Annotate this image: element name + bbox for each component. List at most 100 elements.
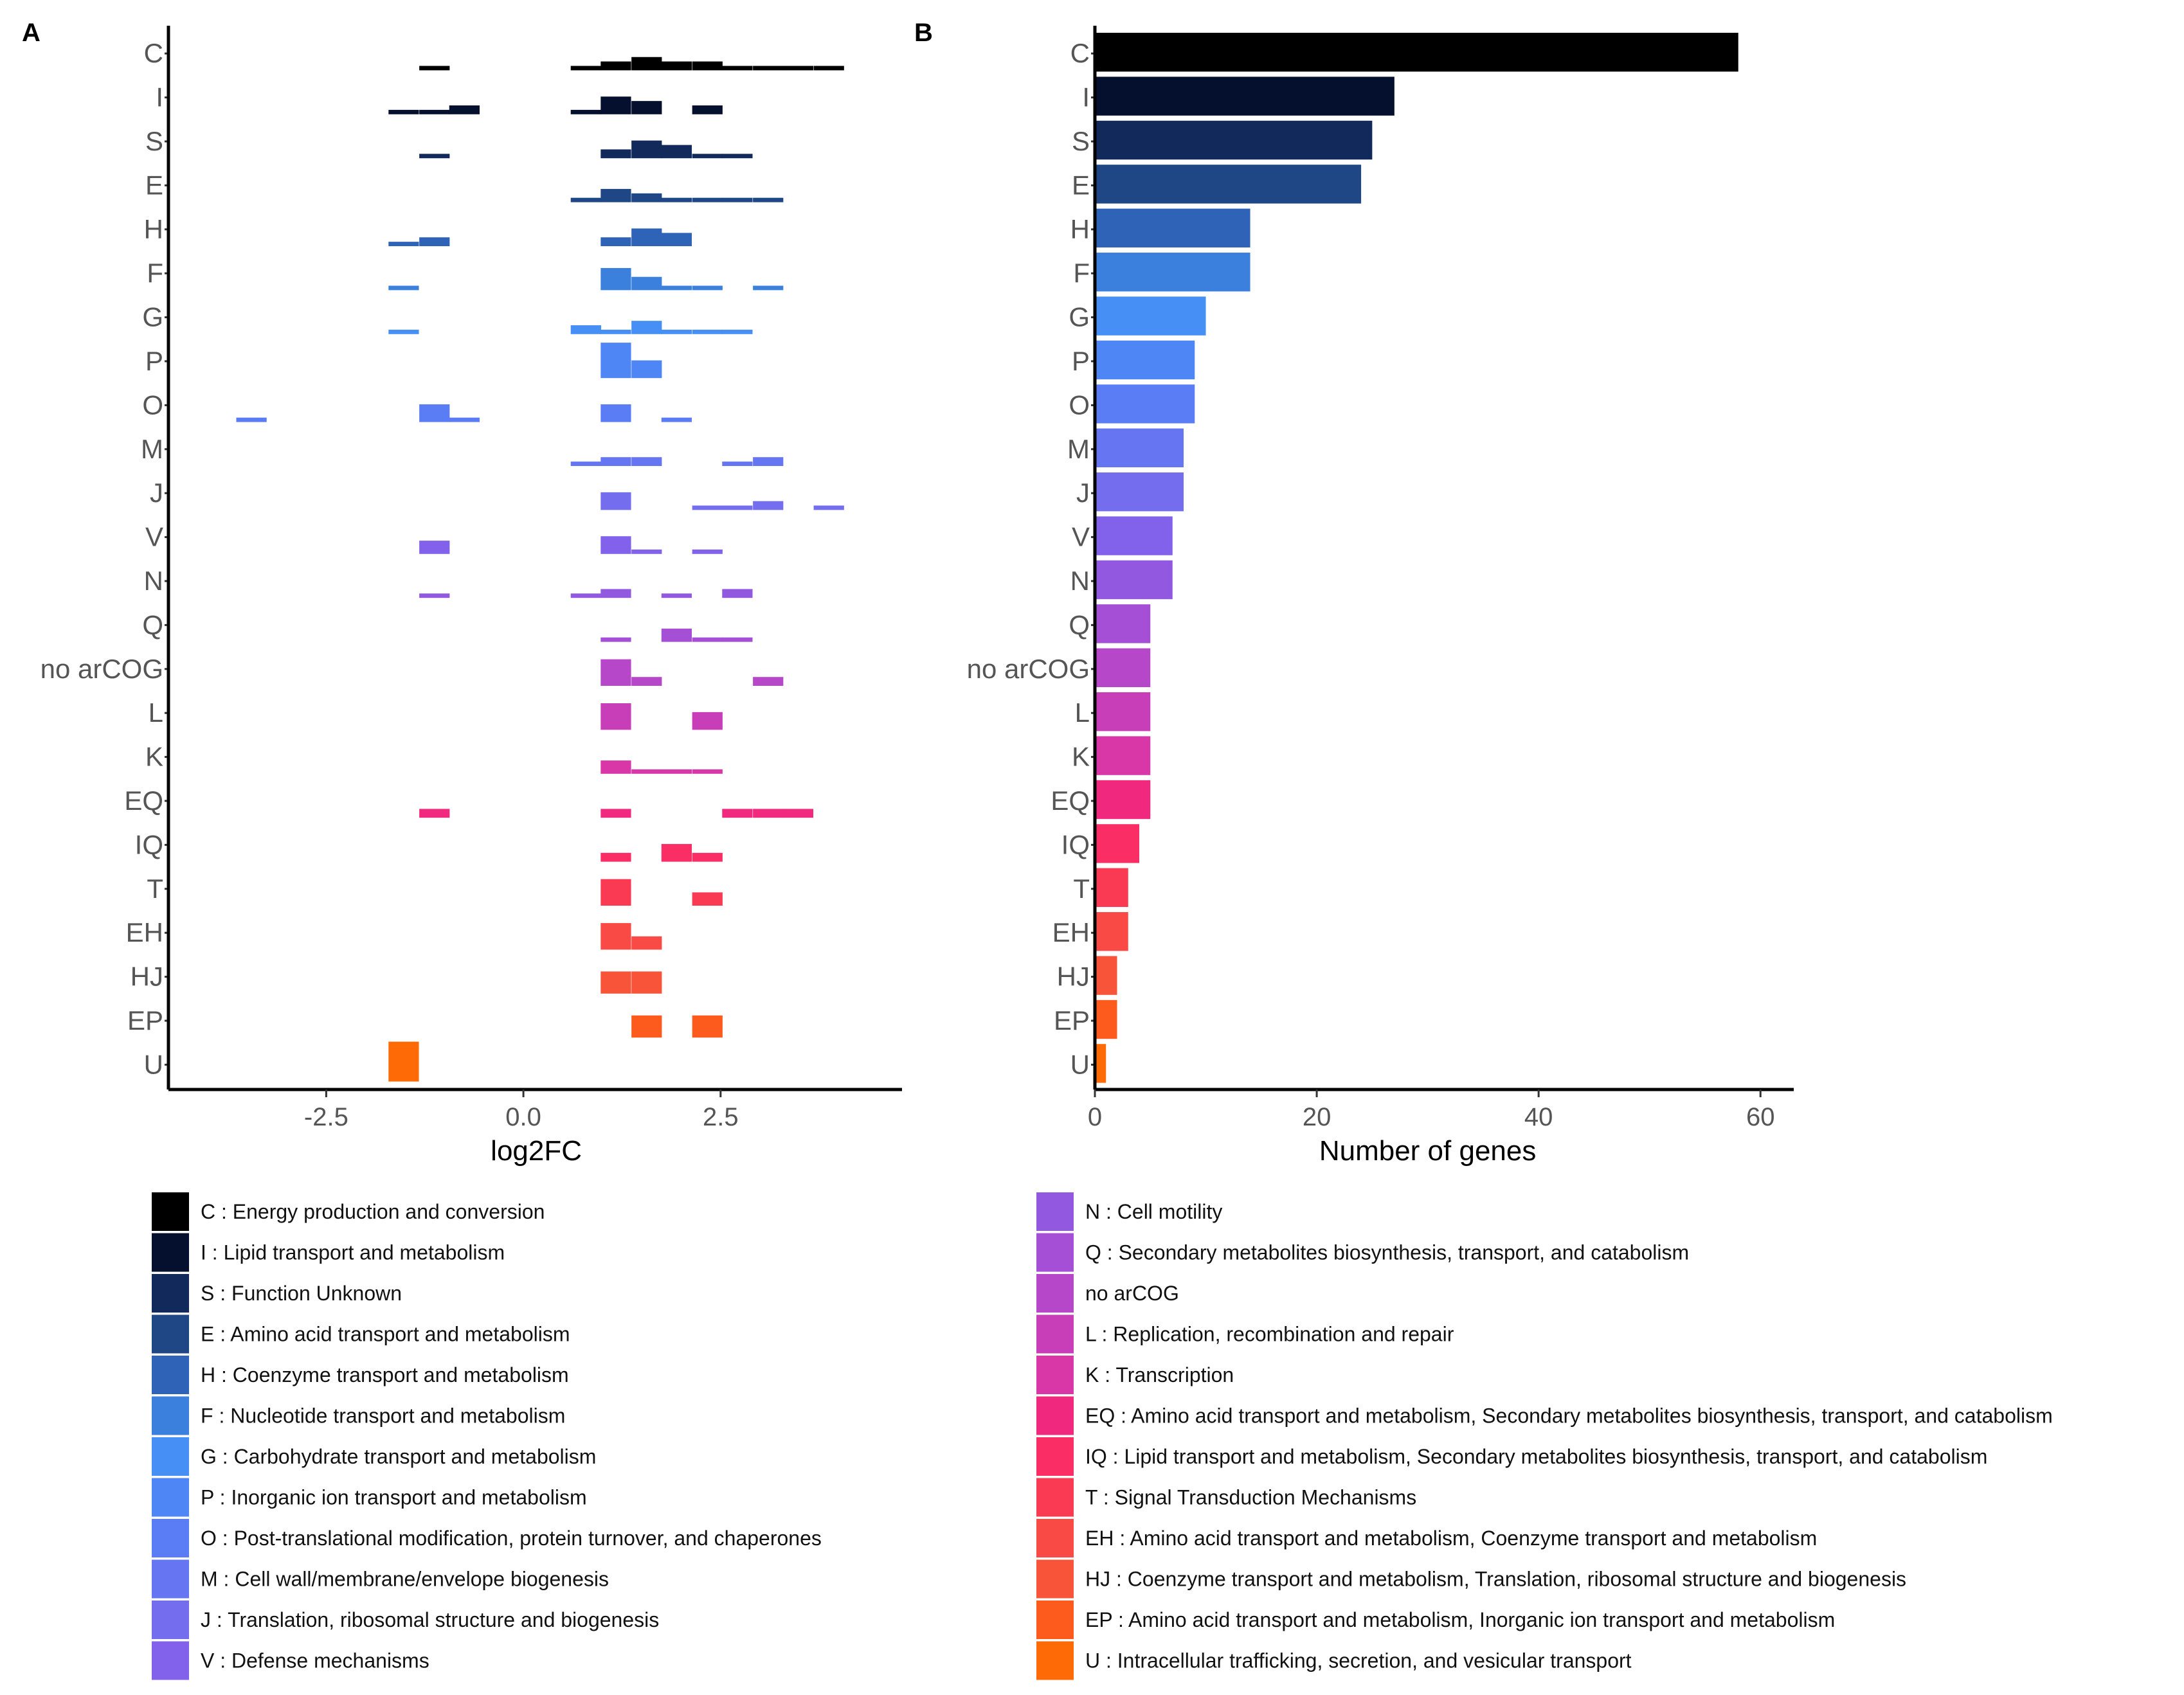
bar-s — [1095, 120, 1373, 160]
histogram-bin-f-3 — [661, 285, 692, 291]
histogram-bin-f-5 — [753, 285, 784, 291]
histogram-bin-h-4 — [661, 233, 692, 246]
panel-b-category-label-no-arcog: no arCOG — [967, 654, 1090, 684]
legend-right-swatch-iq — [1036, 1437, 1074, 1476]
histogram-bin-o-1 — [419, 404, 450, 422]
panel-b-category-label-eh: EH — [1052, 917, 1090, 947]
histogram-bin-i-6 — [692, 105, 723, 114]
histogram-bin-o-0 — [236, 417, 267, 422]
histogram-bin-eq-0 — [419, 809, 450, 818]
panel-b-category-label-p: P — [1072, 346, 1090, 376]
histogram-bin-no-arcog-2 — [753, 677, 784, 686]
histogram-bin-n-0 — [419, 593, 450, 598]
panel-b-bars — [1095, 33, 1738, 1083]
panel-b-category-label-m: M — [1067, 434, 1090, 464]
histogram-bin-c-9 — [813, 66, 844, 71]
bar-c — [1095, 33, 1738, 72]
panel-a-category-label-g: G — [142, 302, 163, 332]
histogram-bin-i-3 — [570, 109, 601, 114]
panel-b-category-label-q: Q — [1069, 609, 1090, 640]
panel-a-category-label-eh: EH — [126, 917, 163, 947]
histogram-bin-c-7 — [753, 66, 784, 71]
legend-right-label-l: L : Replication, recombination and repai… — [1085, 1323, 1454, 1346]
histogram-bin-e-2 — [631, 193, 662, 202]
legend-left-label-o: O : Post-translational modification, pro… — [201, 1527, 822, 1550]
panel-b-category-label-t: T — [1073, 874, 1090, 904]
bar-no-arcog — [1095, 648, 1151, 687]
histogram-bin-i-1 — [419, 109, 450, 114]
bar-j — [1095, 472, 1184, 512]
panel-b-x-tick-label-1: 20 — [1303, 1103, 1331, 1131]
histogram-bin-iq-2 — [692, 852, 723, 862]
panel-b-category-label-v: V — [1072, 522, 1090, 552]
histogram-bin-n-1 — [570, 593, 601, 598]
histogram-bin-n-4 — [722, 589, 753, 598]
histogram-bin-no-arcog-0 — [600, 659, 631, 686]
bar-k — [1095, 736, 1151, 775]
panel-b-x-axis-title: Number of genes — [1319, 1135, 1537, 1167]
panel-b-category-label-j: J — [1076, 478, 1090, 508]
panel-a-x-tick-label-0: -2.5 — [304, 1103, 348, 1131]
histogram-bin-e-6 — [753, 197, 784, 202]
panel-a-category-label-k: K — [145, 742, 163, 772]
panel-a-category-label-m: M — [141, 434, 163, 464]
histogram-bin-v-3 — [692, 549, 723, 554]
bar-eq — [1095, 780, 1151, 820]
bar-hj — [1095, 956, 1117, 995]
legend-right-label-t: T : Signal Transduction Mechanisms — [1085, 1486, 1416, 1509]
histogram-bin-g-1 — [570, 325, 601, 334]
legend-right-label-eh: EH : Amino acid transport and metabolism… — [1085, 1527, 1817, 1550]
legend-right-label-hj: HJ : Coenzyme transport and metabolism, … — [1085, 1568, 1906, 1591]
histogram-bin-i-2 — [449, 105, 480, 114]
panel-a-category-label-n: N — [144, 566, 163, 596]
histogram-bin-h-0 — [388, 242, 419, 246]
panel-b-category-label-g: G — [1069, 302, 1090, 332]
histogram-bin-k-2 — [661, 769, 692, 774]
legend-right-label-no-arcog: no arCOG — [1085, 1282, 1179, 1305]
panel-a-x-tick-label-2: 2.5 — [703, 1103, 739, 1131]
histogram-bin-i-5 — [631, 101, 662, 114]
legend-right-swatch-q — [1036, 1233, 1074, 1272]
legend-left-swatch-v — [152, 1641, 189, 1680]
legend-right-swatch-no-arcog — [1036, 1274, 1074, 1313]
panel-a-category-label-i: I — [156, 82, 163, 112]
histogram-bin-q-0 — [600, 637, 631, 642]
legend-right-swatch-l — [1036, 1314, 1074, 1354]
legend-right-label-ep: EP : Amino acid transport and metabolism… — [1085, 1608, 1835, 1631]
legend: C : Energy production and conversion I : … — [152, 1192, 2053, 1680]
histogram-bin-s-3 — [661, 145, 692, 159]
panel-a-category-label-hj: HJ — [131, 962, 163, 992]
panel-b-category-label-f: F — [1073, 258, 1090, 288]
panel-a-category-label-h: H — [144, 214, 163, 244]
bar-m — [1095, 428, 1184, 467]
histogram-bin-q-1 — [661, 628, 692, 642]
legend-left-swatch-s — [152, 1274, 189, 1313]
legend-right-label-iq: IQ : Lipid transport and metabolism, Sec… — [1085, 1445, 1987, 1468]
legend-left-label-h: H : Coenzyme transport and metabolism — [201, 1363, 569, 1386]
histogram-bin-j-2 — [722, 505, 753, 510]
histogram-bin-g-4 — [661, 329, 692, 334]
histogram-bin-u-0 — [388, 1041, 419, 1082]
histogram-bin-i-4 — [600, 96, 631, 114]
bar-u — [1095, 1044, 1106, 1083]
histogram-bin-k-3 — [692, 769, 723, 774]
histogram-bin-iq-0 — [600, 852, 631, 862]
bar-v — [1095, 516, 1173, 555]
histogram-bin-m-2 — [631, 457, 662, 466]
legend-right-swatch-hj — [1036, 1559, 1074, 1599]
legend-left-swatch-g — [152, 1437, 189, 1476]
histogram-bin-o-2 — [449, 417, 480, 422]
panel-b-category-label-iq: IQ — [1061, 829, 1090, 859]
panel-b-category-label-n: N — [1070, 566, 1090, 596]
panel-a-category-label-eq: EQ — [124, 785, 163, 816]
bar-f — [1095, 253, 1250, 292]
histogram-bin-s-2 — [631, 140, 662, 159]
histogram-bin-s-4 — [692, 154, 723, 159]
panel-b-category-label-o: O — [1069, 390, 1090, 420]
histogram-bin-j-1 — [692, 505, 723, 510]
histogram-bin-k-0 — [600, 760, 631, 774]
